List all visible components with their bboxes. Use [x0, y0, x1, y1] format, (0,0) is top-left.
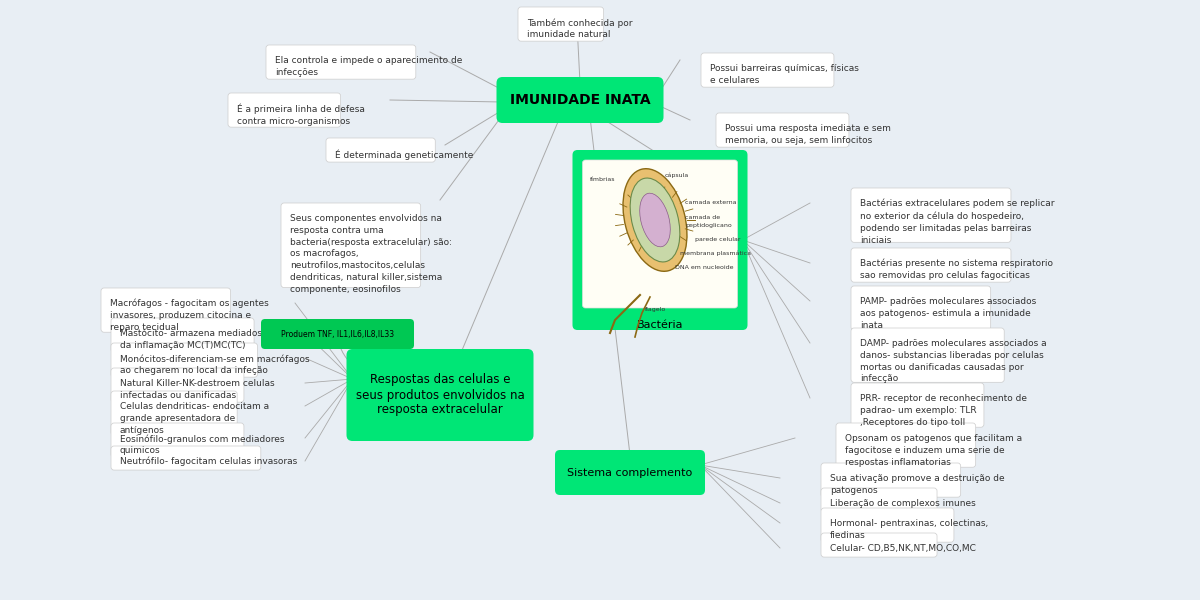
Text: Mastócito- armazena mediados químicos
da inflamação MC(T)MC(TC): Mastócito- armazena mediados químicos da…: [120, 329, 306, 350]
Text: Celular- CD,B5,NK,NT,MO,CO,MC: Celular- CD,B5,NK,NT,MO,CO,MC: [830, 544, 976, 553]
FancyBboxPatch shape: [281, 203, 421, 287]
Text: cápsula: cápsula: [665, 173, 689, 179]
FancyBboxPatch shape: [518, 7, 604, 41]
Ellipse shape: [630, 178, 680, 262]
Ellipse shape: [623, 169, 688, 271]
FancyBboxPatch shape: [572, 150, 748, 330]
FancyBboxPatch shape: [326, 138, 436, 162]
FancyBboxPatch shape: [112, 343, 258, 377]
FancyBboxPatch shape: [228, 93, 341, 127]
Text: Opsonam os patogenos que facilitam a
fagocitose e induzem uma serie de
respostas: Opsonam os patogenos que facilitam a fag…: [845, 434, 1022, 467]
FancyBboxPatch shape: [112, 446, 260, 470]
FancyBboxPatch shape: [112, 391, 238, 435]
Text: Monócitos-diferenciam-se em macrófagos
ao chegarem no local da infeção: Monócitos-diferenciam-se em macrófagos a…: [120, 354, 310, 376]
FancyBboxPatch shape: [821, 508, 954, 542]
FancyBboxPatch shape: [112, 368, 244, 402]
Text: membrana plasmática: membrana plasmática: [680, 250, 751, 256]
Text: PRR- receptor de reconhecimento de
padrao- um exemplo: TLR
,Receptores do tipo t: PRR- receptor de reconhecimento de padra…: [860, 394, 1027, 427]
FancyBboxPatch shape: [266, 45, 416, 79]
Text: Hormonal- pentraxinas, colectinas,
fiedinas: Hormonal- pentraxinas, colectinas, fiedi…: [830, 519, 989, 540]
FancyBboxPatch shape: [347, 349, 534, 441]
Text: Macrófagos - fagocitam os agentes
invasores, produzem citocina e
reparo tecidual: Macrófagos - fagocitam os agentes invaso…: [110, 299, 269, 332]
FancyBboxPatch shape: [821, 463, 961, 497]
Text: Neutrófilo- fagocitam celulas invasoras: Neutrófilo- fagocitam celulas invasoras: [120, 457, 298, 467]
Text: IMUNIDADE INATA: IMUNIDADE INATA: [510, 93, 650, 107]
Text: parede celular: parede celular: [695, 237, 740, 242]
Text: camada de: camada de: [685, 215, 720, 220]
FancyBboxPatch shape: [112, 423, 244, 457]
FancyBboxPatch shape: [851, 286, 991, 330]
Text: DAMP- padrões moleculares associados a
danos- substancias liberadas por celulas
: DAMP- padrões moleculares associados a d…: [860, 339, 1046, 383]
Text: DNA em nucleoide: DNA em nucleoide: [674, 265, 733, 270]
FancyBboxPatch shape: [701, 53, 834, 87]
FancyBboxPatch shape: [716, 113, 848, 147]
Text: Bactérias extracelulares podem se replicar
no exterior da célula do hospedeiro,
: Bactérias extracelulares podem se replic…: [860, 199, 1055, 245]
FancyBboxPatch shape: [262, 319, 414, 349]
Text: É determinada geneticamente: É determinada geneticamente: [335, 149, 473, 160]
FancyBboxPatch shape: [851, 188, 1010, 242]
Text: fímbrias: fímbrias: [589, 177, 616, 182]
Text: camada externa: camada externa: [685, 200, 737, 205]
FancyBboxPatch shape: [497, 77, 664, 123]
Ellipse shape: [640, 193, 671, 247]
Text: Liberação de complexos imunes: Liberação de complexos imunes: [830, 499, 976, 508]
Text: Respostas das celulas e
seus produtos envolvidos na
resposta extracelular: Respostas das celulas e seus produtos en…: [355, 373, 524, 416]
FancyBboxPatch shape: [101, 288, 230, 332]
Text: PAMP- padrões moleculares associados
aos patogenos- estimula a imunidade
inata: PAMP- padrões moleculares associados aos…: [860, 297, 1037, 329]
FancyBboxPatch shape: [112, 318, 254, 352]
Text: Sua ativação promove a destruição de
patogenos: Sua ativação promove a destruição de pat…: [830, 474, 1004, 495]
FancyBboxPatch shape: [851, 328, 1004, 382]
Text: flagelo: flagelo: [646, 307, 666, 312]
FancyBboxPatch shape: [851, 248, 1010, 282]
Text: Bactérias presente no sistema respiratorio
sao removidas pro celulas fagociticas: Bactérias presente no sistema respirator…: [860, 259, 1054, 280]
FancyBboxPatch shape: [851, 383, 984, 427]
Text: Bactéria: Bactéria: [637, 320, 683, 330]
Text: Eosinófilo-granulos com mediadores
quimicos: Eosinófilo-granulos com mediadores quimi…: [120, 434, 284, 455]
Text: Produem TNF, IL1,IL6,IL8,IL33: Produem TNF, IL1,IL6,IL8,IL33: [281, 329, 394, 338]
Text: Ela controla e impede o aparecimento de
infecções: Ela controla e impede o aparecimento de …: [275, 56, 462, 77]
Text: É a primeira linha de defesa
contra micro-organismos: É a primeira linha de defesa contra micr…: [238, 104, 365, 127]
Text: Sistema complemento: Sistema complemento: [568, 467, 692, 478]
Text: Natural Killer-NK-destroem celulas
infectadas ou danificadas: Natural Killer-NK-destroem celulas infec…: [120, 379, 275, 400]
FancyBboxPatch shape: [836, 423, 976, 467]
Text: Celulas dendriticas- endocitam a
grande apresentadora de
antígenos: Celulas dendriticas- endocitam a grande …: [120, 402, 269, 434]
Text: Seus componentes envolvidos na
resposta contra uma
bacteria(resposta extracelula: Seus componentes envolvidos na resposta …: [290, 214, 452, 294]
Text: peptidoglicano: peptidoglicano: [685, 223, 732, 228]
FancyBboxPatch shape: [821, 533, 937, 557]
Text: Também conhecida por
imunidade natural: Também conhecida por imunidade natural: [527, 18, 632, 39]
FancyBboxPatch shape: [821, 488, 937, 512]
Text: Possui uma resposta imediata e sem
memoria, ou seja, sem linfocitos: Possui uma resposta imediata e sem memor…: [725, 124, 890, 145]
Text: Possui barreiras químicas, físicas
e celulares: Possui barreiras químicas, físicas e cel…: [710, 64, 859, 85]
FancyBboxPatch shape: [582, 160, 738, 308]
FancyBboxPatch shape: [554, 450, 706, 495]
